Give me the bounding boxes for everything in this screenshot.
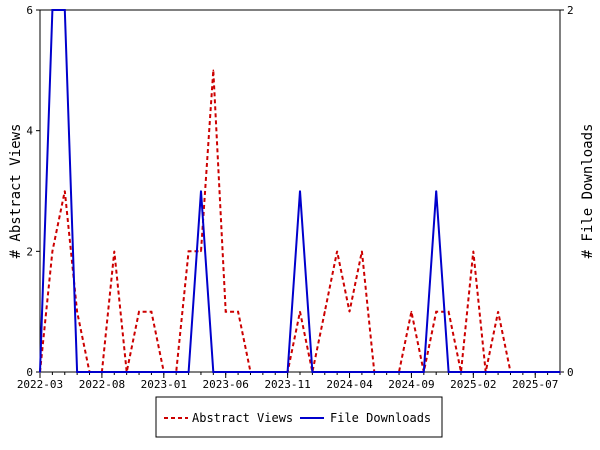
data-point-abstract-views	[113, 250, 116, 253]
legend: Abstract Views File Downloads	[155, 396, 443, 438]
ticks-layer: 0 2 4 6 0 2 2022-03 2022-08 2023-01 2023-06 2023-1…	[17, 4, 574, 391]
x-tick-label: 2022-03	[17, 378, 63, 391]
data-point-file-downloads	[150, 371, 153, 373]
x-tick-label: 2024-04	[326, 378, 373, 391]
data-point-file-downloads	[237, 371, 239, 373]
data-point-abstract-views	[212, 69, 215, 72]
data-point-abstract-views	[323, 310, 326, 313]
data-point-file-downloads	[522, 371, 524, 373]
data-point-file-downloads	[323, 371, 326, 373]
data-point-file-downloads	[163, 371, 165, 373]
y-tick-label-left: 6	[26, 4, 33, 17]
x-tick-label: 2024-09	[388, 378, 434, 391]
x-tick-label: 2025-07	[512, 378, 558, 391]
data-point-file-downloads	[76, 371, 78, 373]
data-point-file-downloads	[361, 371, 363, 373]
data-point-file-downloads	[472, 371, 475, 373]
data-point-file-downloads	[63, 9, 66, 11]
legend-label-abstract-views: Abstract Views	[192, 411, 293, 425]
data-point-abstract-views	[51, 250, 54, 253]
legend-label-file-downloads: File Downloads	[330, 411, 431, 425]
data-point-abstract-views	[237, 310, 239, 313]
data-point-file-downloads	[497, 371, 499, 373]
y-tick-label-left: 4	[26, 125, 33, 138]
data-point-file-downloads	[311, 371, 314, 373]
x-tick-label: 2023-01	[141, 378, 187, 391]
data-point-abstract-views	[63, 190, 66, 192]
data-point-abstract-views	[187, 250, 190, 253]
data-point-file-downloads	[249, 371, 252, 373]
data-point-file-downloads	[51, 9, 54, 11]
data-point-abstract-views	[348, 310, 351, 313]
data-point-file-downloads	[385, 371, 388, 373]
y-axis-title-right: # File Downloads	[580, 124, 596, 259]
x-tick-label: 2023-06	[203, 378, 249, 391]
data-point-file-downloads	[212, 371, 215, 373]
data-point-abstract-views	[410, 310, 413, 313]
y-tick-label-right: 2	[567, 4, 574, 17]
data-point-file-downloads	[286, 371, 289, 373]
data-point-abstract-views	[435, 310, 437, 313]
data-point-file-downloads	[274, 371, 277, 373]
data-point-abstract-views	[200, 250, 202, 253]
data-point-file-downloads	[88, 371, 91, 373]
data-point-file-downloads	[447, 371, 450, 373]
data-point-file-downloads	[423, 371, 425, 373]
data-point-file-downloads	[262, 371, 264, 373]
data-point-file-downloads	[559, 371, 561, 373]
data-point-file-downloads	[299, 190, 301, 192]
y-tick-label-left: 0	[26, 366, 33, 379]
data-point-file-downloads	[175, 371, 177, 373]
data-point-abstract-views	[447, 310, 450, 313]
data-point-file-downloads	[200, 190, 202, 192]
data-point-file-downloads	[101, 371, 103, 373]
data-point-file-downloads	[113, 371, 116, 373]
y-tick-label-left: 2	[26, 245, 33, 258]
data-point-file-downloads	[348, 371, 351, 373]
x-tick-label: 2025-02	[450, 378, 496, 391]
data-point-abstract-views	[336, 250, 338, 253]
data-point-abstract-views	[497, 310, 499, 313]
data-point-abstract-views	[472, 250, 475, 253]
data-point-file-downloads	[187, 371, 190, 373]
y-axis-title-left: # Abstract Views	[8, 124, 24, 259]
data-point-file-downloads	[398, 371, 400, 373]
series-layer	[39, 9, 561, 373]
data-point-file-downloads	[534, 371, 537, 373]
x-tick-label: 2023-11	[264, 378, 310, 391]
data-point-file-downloads	[435, 190, 437, 192]
legend-box	[155, 396, 443, 438]
data-point-file-downloads	[460, 371, 462, 373]
data-point-abstract-views	[224, 310, 227, 313]
data-point-file-downloads	[410, 371, 413, 373]
data-point-file-downloads	[546, 371, 549, 373]
data-point-file-downloads	[138, 371, 140, 373]
data-point-file-downloads	[509, 371, 512, 373]
data-point-file-downloads	[224, 371, 227, 373]
x-tick-label: 2022-08	[79, 378, 125, 391]
y-tick-label-right: 0	[567, 366, 574, 379]
data-point-abstract-views	[138, 310, 140, 313]
data-point-file-downloads	[484, 371, 487, 373]
data-point-file-downloads	[373, 371, 376, 373]
data-point-abstract-views	[76, 310, 78, 313]
data-point-abstract-views	[299, 310, 301, 313]
data-point-file-downloads	[125, 371, 128, 373]
data-point-file-downloads	[336, 371, 338, 373]
data-point-file-downloads	[39, 371, 41, 373]
data-point-abstract-views	[361, 250, 363, 253]
data-point-abstract-views	[150, 310, 153, 313]
